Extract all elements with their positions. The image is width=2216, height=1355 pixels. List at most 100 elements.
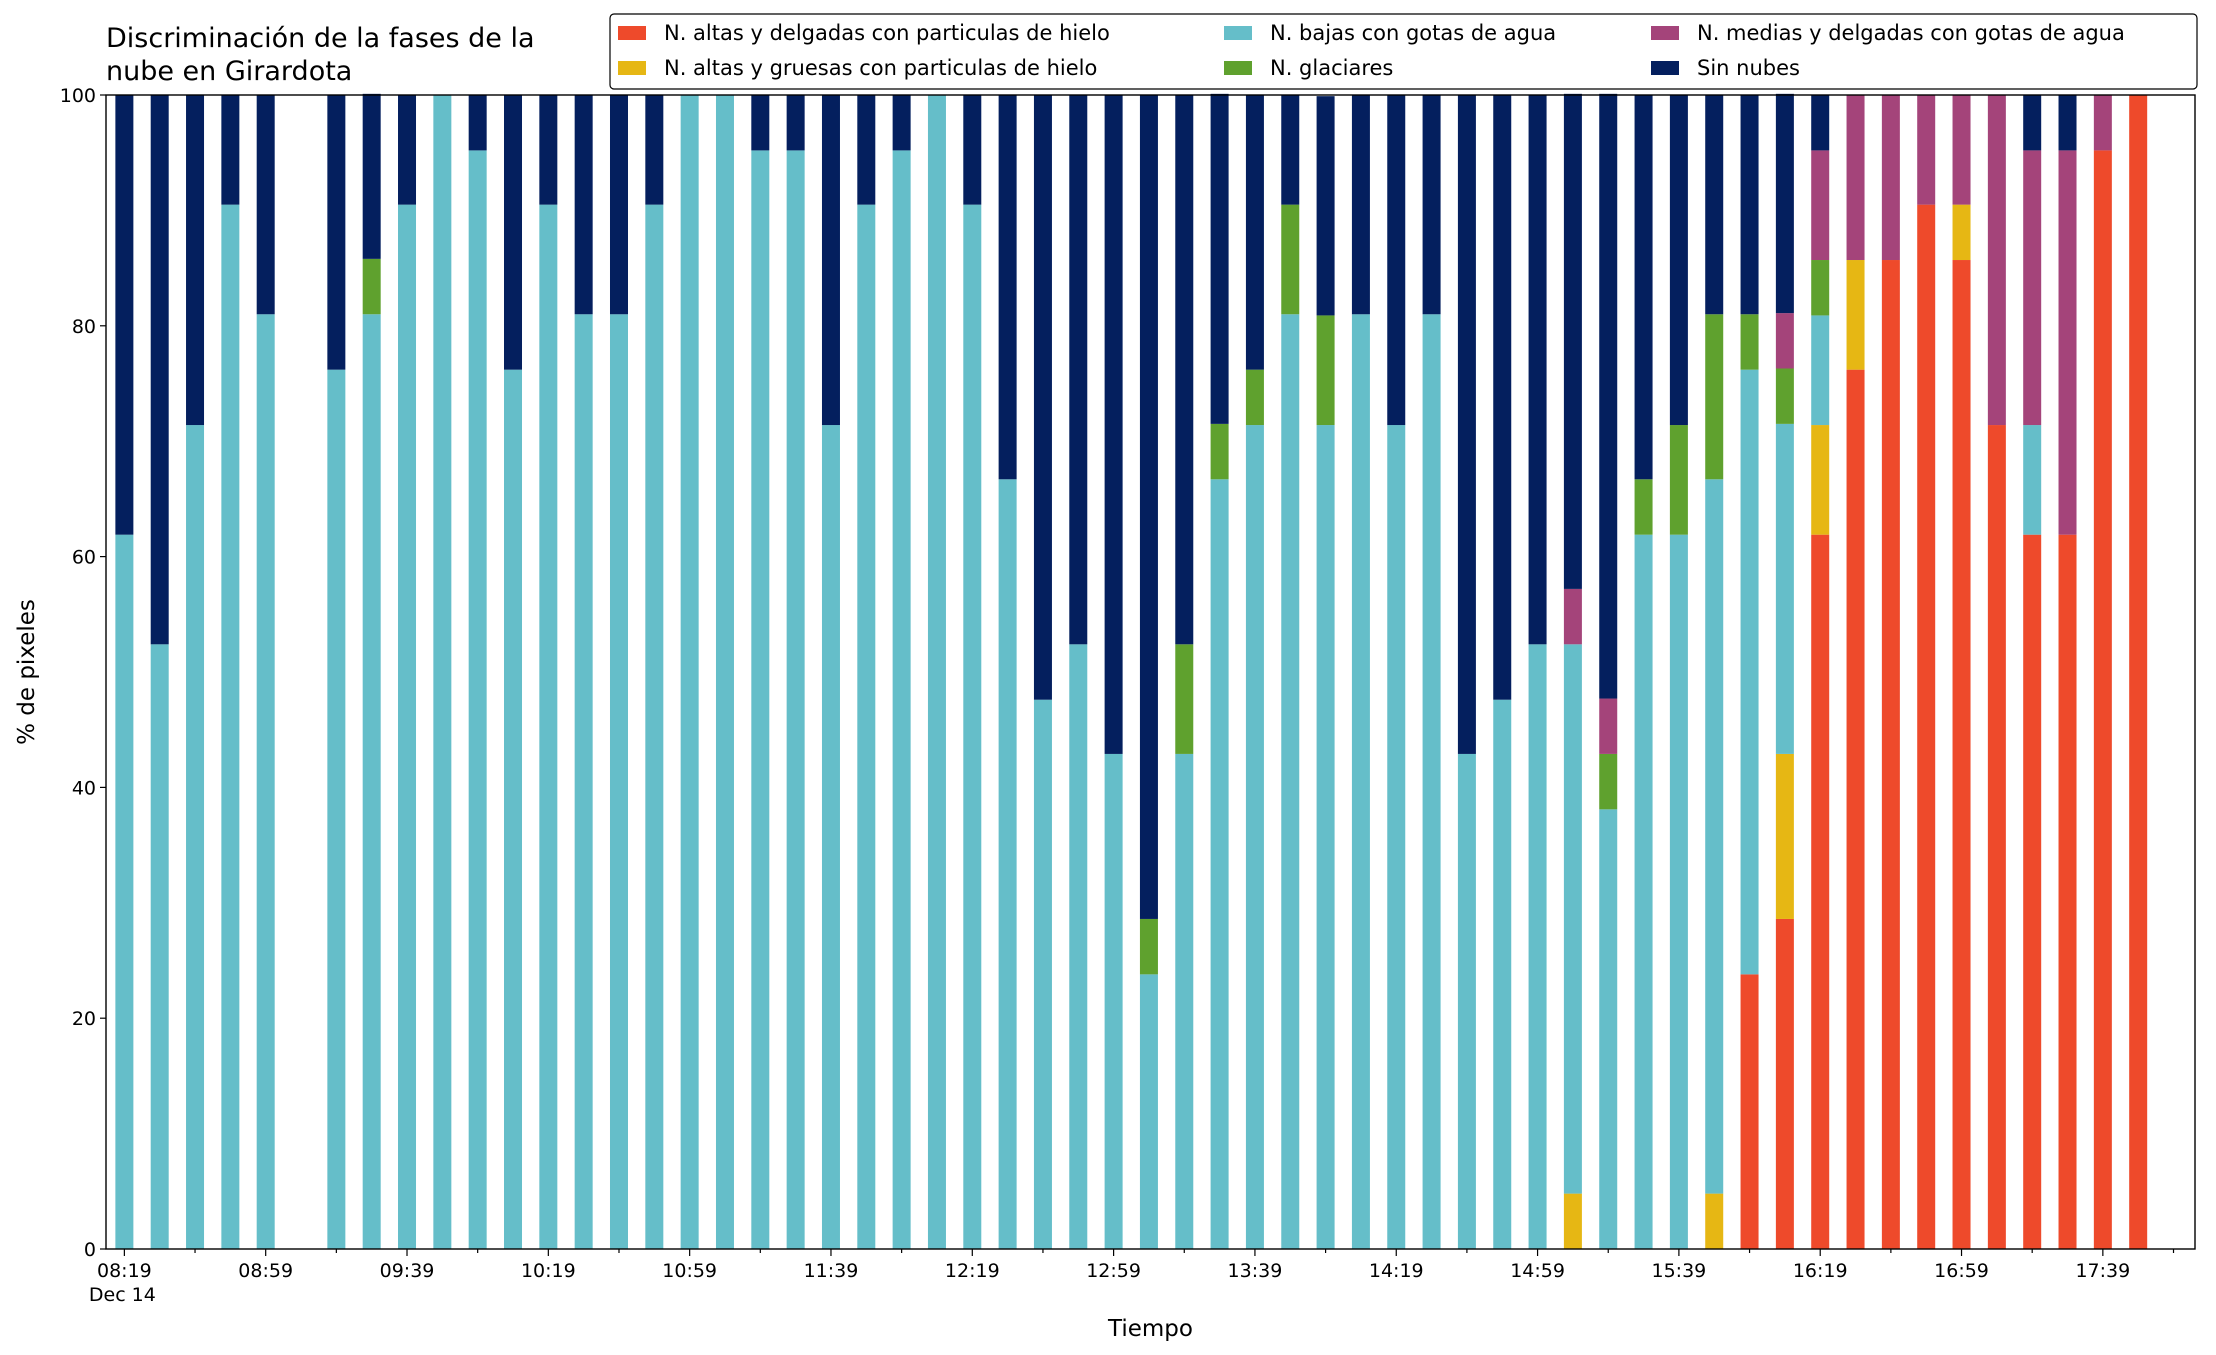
bar-segment	[1740, 974, 1759, 1249]
bar-segment	[927, 95, 946, 1249]
bar-segment	[362, 314, 381, 1249]
bar-segment	[1457, 753, 1476, 1249]
bar-segment	[256, 314, 275, 1249]
bar-segment	[680, 95, 699, 1249]
bar-segment	[504, 369, 523, 1250]
bar-segment	[468, 95, 487, 151]
bar-segment	[1775, 93, 1794, 314]
bar-segment	[1069, 644, 1088, 1249]
bar-segment	[1563, 644, 1582, 1194]
bar-segment	[1846, 95, 1865, 261]
bar-segment	[1740, 95, 1759, 315]
legend-swatch	[1224, 61, 1252, 75]
bar-segment	[1599, 809, 1618, 1249]
bar-segment	[1457, 95, 1476, 754]
bar-segment	[1175, 644, 1194, 754]
legend-label: N. medias y delgadas con gotas de agua	[1697, 21, 2125, 45]
bar-segment	[2023, 95, 2042, 151]
bar-segment	[1281, 204, 1300, 315]
bar-segment	[2129, 95, 2148, 1249]
legend-swatch	[1651, 26, 1679, 40]
x-tick-label: 15:39	[1652, 1260, 1707, 1282]
x-axis-label: Tiempo	[1107, 1316, 1193, 1342]
x-tick-label: 12:19	[945, 1260, 1000, 1282]
bar-segment	[1210, 423, 1229, 480]
bar-segment	[1740, 314, 1759, 370]
bar-segment	[645, 204, 664, 1249]
bar-segment	[150, 644, 169, 1249]
bar-segment	[1811, 534, 1830, 1249]
bar-segment	[1775, 753, 1794, 919]
bar-segment	[1705, 314, 1724, 480]
bar-segment	[963, 204, 982, 1249]
bar-segment	[1245, 425, 1264, 1249]
bar-segment	[115, 95, 134, 535]
bar-segment	[1775, 423, 1794, 754]
x-tick-label: 17:39	[2075, 1260, 2130, 1282]
legend-swatch	[1224, 26, 1252, 40]
bar-segment	[1351, 95, 1370, 315]
bar-segment	[1846, 260, 1865, 370]
x-tick-label: 12:59	[1086, 1260, 1141, 1282]
bar-segment	[186, 425, 205, 1249]
bar-segment	[362, 258, 381, 315]
bar-segment	[1563, 93, 1582, 589]
legend-swatch	[618, 61, 646, 75]
x-tick-label: 11:39	[804, 1260, 859, 1282]
bar-segment	[186, 95, 205, 426]
bar-segment	[1811, 425, 1830, 535]
bar-segment	[468, 150, 487, 1250]
x-tick-label: 16:59	[1934, 1260, 1989, 1282]
x-tick-label: 09:39	[380, 1260, 435, 1282]
bar-segment	[574, 314, 593, 1249]
bar-segment	[1069, 95, 1088, 645]
x-tick-label: 16:19	[1793, 1260, 1848, 1282]
plot-frame	[105, 94, 2196, 1250]
bar-segment	[1316, 425, 1335, 1249]
bar-segment	[1811, 260, 1830, 316]
bar-segment	[1493, 95, 1512, 700]
bar-segment	[1422, 314, 1441, 1249]
bar-segment	[1775, 313, 1794, 369]
bar-segment	[539, 95, 558, 205]
bar-segment	[2058, 534, 2077, 1249]
bar-segment	[1104, 753, 1123, 1249]
bar-segment	[1175, 753, 1194, 1249]
y-tick-label: 80	[72, 316, 96, 338]
bar-segment	[1139, 95, 1158, 919]
x-tick-label: 08:59	[238, 1260, 293, 1282]
bar-segment	[857, 95, 876, 205]
bar-segment	[1634, 479, 1653, 535]
bar-segment	[115, 534, 134, 1249]
bar-segment	[1634, 534, 1653, 1249]
bar-segment	[2023, 150, 2042, 426]
legend-swatch	[618, 26, 646, 40]
bar-segment	[1139, 974, 1158, 1249]
bar-segment	[574, 95, 593, 315]
bar-segment	[1281, 314, 1300, 1249]
bar-segment	[1175, 95, 1194, 645]
bar-segment	[1281, 95, 1300, 205]
bar-segment	[1387, 95, 1406, 426]
bar-segment	[2058, 95, 2077, 151]
legend-label: N. bajas con gotas de agua	[1270, 21, 1556, 45]
legend-swatch	[1651, 61, 1679, 75]
legend-label: N. altas y gruesas con particulas de hie…	[664, 56, 1097, 80]
bar-segment	[398, 204, 417, 1249]
legend-box	[609, 13, 2198, 90]
bar-segment	[1881, 95, 1900, 261]
bar-segment	[1493, 699, 1512, 1249]
bar-segment	[2093, 150, 2112, 1250]
x-sublabel: Dec 14	[89, 1284, 156, 1306]
bar-segment	[1563, 1193, 1582, 1249]
bar-segment	[2023, 534, 2042, 1249]
bar-segment	[1811, 315, 1830, 426]
bar-segment	[1740, 369, 1759, 975]
bar-segment	[1775, 918, 1794, 1249]
bar-segment	[892, 95, 911, 151]
x-tick-label: 10:19	[521, 1260, 576, 1282]
bar-segment	[751, 150, 770, 1250]
y-tick-label: 20	[72, 1008, 96, 1030]
x-tick-label: 14:19	[1369, 1260, 1424, 1282]
